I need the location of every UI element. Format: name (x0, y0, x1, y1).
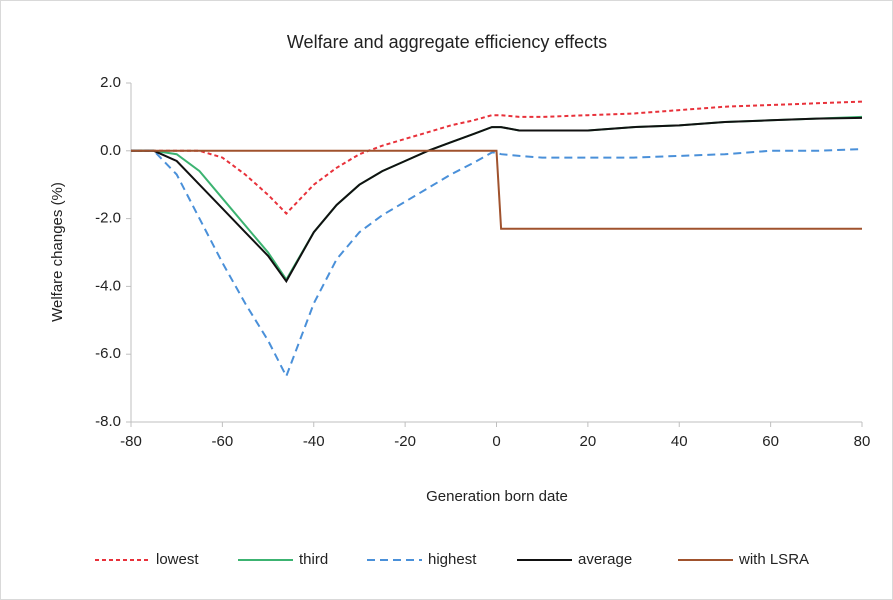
y-tick-label: 2.0 (100, 74, 121, 91)
series-line (131, 148, 863, 379)
x-tick-label: 80 (854, 433, 871, 450)
chart-title: Welfare and aggregate efficiency effects (287, 32, 607, 52)
x-tick-label: 0 (492, 433, 500, 450)
x-tick-label: -20 (394, 433, 416, 450)
series-line (131, 100, 863, 215)
x-tick-label: -60 (212, 433, 234, 450)
y-tick-label: -4.0 (95, 277, 121, 294)
y-tick-label: -2.0 (95, 210, 121, 227)
x-tick-label: 20 (580, 433, 597, 450)
legend-label: highest (428, 551, 477, 568)
x-tick-label: 60 (762, 433, 779, 450)
x-tick-label: 40 (671, 433, 688, 450)
y-tick-label: 0.0 (100, 142, 121, 159)
x-axis-label: Generation born date (426, 488, 568, 505)
series-line (131, 116, 863, 284)
y-tick-label: -8.0 (95, 413, 121, 430)
series-line (131, 149, 862, 230)
legend-label: lowest (156, 551, 199, 568)
y-tick-label: -6.0 (95, 345, 121, 362)
x-tick-label: -80 (120, 433, 142, 450)
legend-label: average (578, 551, 632, 568)
legend-label: with LSRA (738, 551, 809, 568)
legend-label: third (299, 551, 328, 568)
x-tick-label: -40 (303, 433, 325, 450)
y-axis-label: Welfare changes (%) (49, 182, 66, 322)
